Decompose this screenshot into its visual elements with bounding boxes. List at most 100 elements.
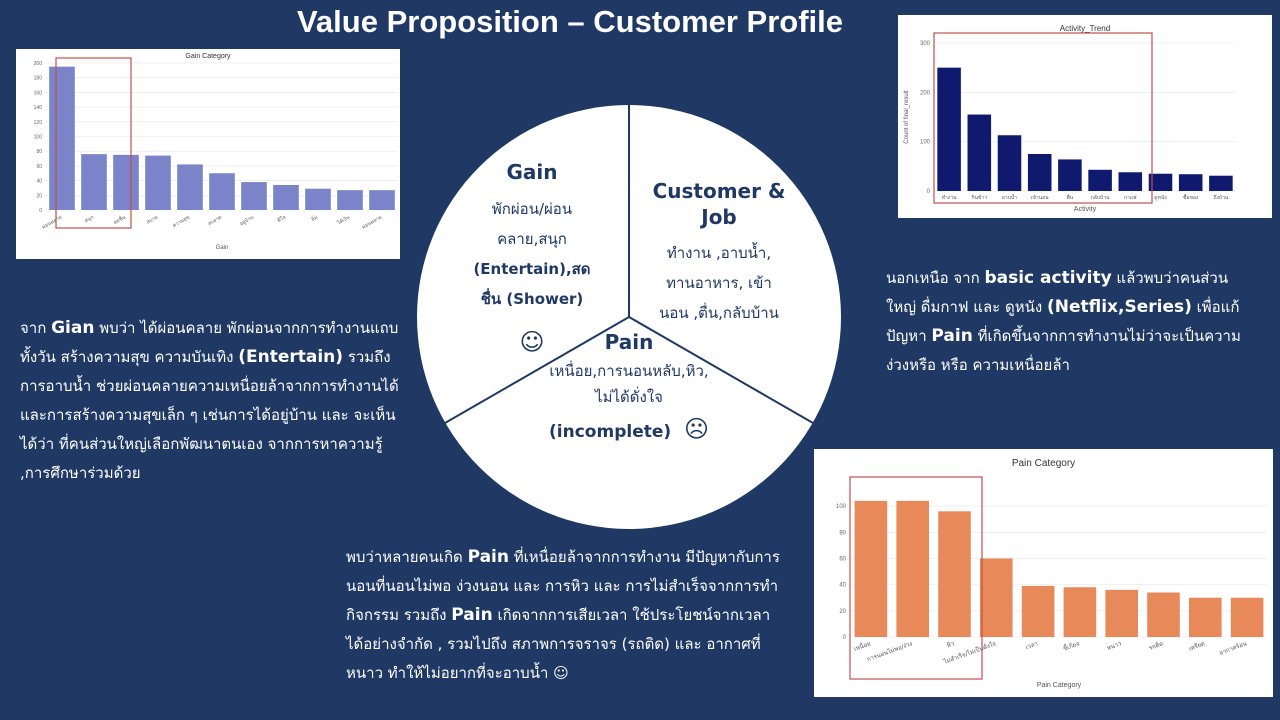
y-tick-label: 200 [920,90,931,96]
x-tick-label: ความสุข [172,215,191,230]
bar [1088,169,1112,191]
y-tick-label: 80 [839,530,846,536]
highlight-box [933,32,1153,204]
activity-bar-chart: Activity_Trend 0 100 200 300 ทำงาน กินข้าว อาบน… [904,24,1236,213]
y-tick-label: 80 [36,149,42,155]
y-tick-label: 100 [34,135,43,141]
bar [177,164,203,210]
pain-section: Pain เหนื่อย,การนอนหลับ,หิว, ไม่ได้ดั่งใ… [524,330,734,445]
x-tick-label: ซื้อของ [1183,192,1199,201]
x-tick-label: เข้านอน [1031,194,1049,201]
bar [305,188,331,210]
x-tick-label: ตื่น [1067,194,1074,201]
y-tick-label: 0 [39,208,42,214]
x-tick-label: ถึงบ้าน [1213,194,1228,201]
bar [1027,154,1052,191]
bar [1058,159,1082,191]
pain-line: เหนื่อย,การนอนหลับ,หิว, [549,362,709,380]
x-tick-label: อิ่ม [310,214,319,223]
bar [1021,585,1055,637]
bar [896,500,930,637]
customer-job-section: Customer & Job ทำงาน ,อาบน้ำ, ทานอาหาร, … [642,178,796,328]
y-tick-label: 60 [36,164,42,170]
pain-chart: Pain Category 0 20 40 60 80 100 เหนื่อย การนอนไม… [814,449,1273,697]
x-tick-label: เหนื่อย [853,639,872,652]
y-tick-label: 100 [836,504,847,510]
pain-line: ไม่ได้ดั่งใจ [595,388,663,406]
y-tick-label: 100 [920,140,931,146]
x-tick-label: เวลา [1025,640,1039,651]
bar [1063,587,1097,637]
gain-title: Gain [506,160,558,184]
x-axis-label: Pain Category [1037,682,1082,689]
bar [854,500,888,637]
customer-job-title: Customer & Job [652,179,786,229]
bar [1178,174,1203,191]
bar [81,154,107,210]
bar [1148,173,1173,191]
bar [273,185,299,210]
customer-profile-circle: Gain พักผ่อน/ผ่อน คลาย,สนุก (Entertain),… [416,104,842,530]
x-tick-label: ขี้เกียจ [1061,637,1080,652]
gain-bar-chart: Gain Category 0 20 40 60 80 100 120 140 160 180 200… [34,53,398,251]
gain-line: พักผ่อน/ผ่อน [491,200,573,218]
x-tick-label: เครียด [1188,639,1207,652]
y-tick-label: 0 [927,189,931,195]
bar [113,154,139,210]
bar [938,511,971,637]
bar [209,173,235,210]
page-title: Value Proposition – Customer Profile [296,4,844,39]
pain-description: พบว่าหลายคนเกิด Pain ที่เหนื่อยล้าจากการ… [346,547,780,682]
bar [369,190,395,210]
chart-title: Pain Category [1012,458,1075,469]
activity-description: นอกเหนือ จาก basic activity แล้วพบว่าคนส… [886,268,1241,374]
y-tick-label: 20 [36,193,42,199]
x-tick-label: กลับบ้าน [1091,194,1110,201]
x-tick-label: หนาว [1106,640,1122,652]
x-tick-label: อยู่บ้าน [238,213,255,227]
bar [937,67,961,191]
pain-title: Pain [604,330,654,354]
bar [49,66,75,210]
bar [1105,589,1139,637]
bar [997,135,1022,191]
y-tick-label: 60 [839,556,846,562]
x-axis-label: Activity [1074,206,1097,213]
x-tick-label: รถติด [1148,640,1164,652]
gain-section: Gain พักผ่อน/ผ่อน คลาย,สนุก (Entertain),… [456,160,608,356]
x-tick-label: กาแฟ [1124,195,1137,201]
x-tick-label: ได้เงิน [335,213,351,227]
bar [1147,592,1180,637]
x-tick-label: สะอาด [207,215,223,228]
y-tick-label: 120 [34,120,43,126]
x-tick-label: สดชื่น [112,213,127,226]
y-tick-label: 180 [34,76,43,82]
y-tick-label: 200 [34,61,43,67]
chart-title: Gain Category [185,53,231,60]
x-tick-label: อาบน้ำ [1002,192,1017,201]
y-tick-label: 40 [36,179,42,185]
job-line: นอน ,ตื่น,กลับบ้าน [659,304,779,322]
bar [967,114,992,191]
x-tick-label: กินข้าว [972,194,988,201]
x-axis-label: Gain [216,245,229,251]
y-tick-label: 300 [920,41,931,47]
profile-circle-shape [417,105,841,529]
y-axis-label: Count of final_result [904,90,910,144]
x-tick-label: ดีใจ [276,214,287,224]
y-tick-label: 40 [839,583,846,589]
x-tick-label: อากาศร้อน [1218,640,1247,656]
pain-line: (incomplete) [549,422,672,442]
bar [1230,597,1264,637]
bar [145,155,171,210]
gain-chart: Gain Category 0 20 40 60 80 100 120 140 160 180 200… [16,49,400,259]
job-line: ทานอาหาร, เข้า [666,274,772,292]
y-tick-label: 160 [34,90,43,96]
bar [979,558,1013,637]
pain-bar-chart: Pain Category 0 20 40 60 80 100 เหนื่อยการนอนไม… [836,458,1268,689]
activity-chart: Activity_Trend 0 100 200 300 ทำงาน กินข้าว อาบน… [898,15,1272,218]
gain-line: (Entertain),สด [473,260,591,278]
x-tick-label: ดูหนัง [1154,195,1167,201]
x-tick-label: สนุก [84,215,95,225]
job-line: ทำงาน ,อาบน้ำ, [666,244,772,262]
